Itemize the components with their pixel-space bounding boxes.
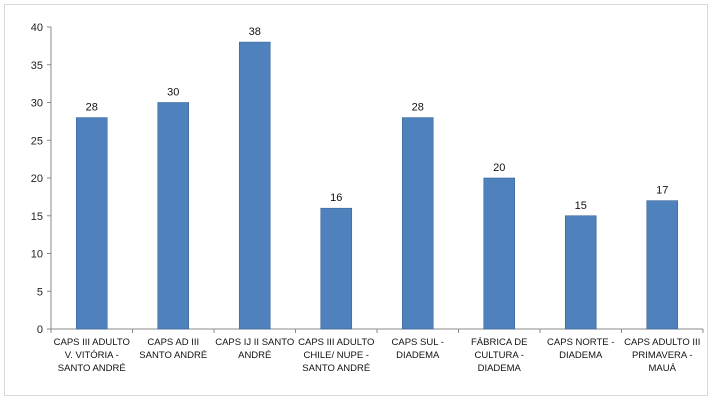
x-tick-label-line: CAPS SUL - [392,337,444,348]
x-tick-label-line: CAPS III ADULTO [54,337,130,348]
bar [646,200,679,330]
data-label: 28 [86,102,98,114]
bar [320,207,353,330]
data-label: 38 [249,26,261,38]
y-tick-label: 20 [31,173,43,185]
data-label: 30 [167,87,179,99]
x-tick-label: CAPS ADULTO III PRIMAVERA - MAUÁ [624,337,700,374]
bar [238,41,271,330]
x-tick-label-line: CAPS AD III [147,337,199,348]
x-tick-label: CAPS III ADULTO CHILE/ NUPE - SANTO ANDRÉ [298,337,374,374]
y-tick-label: 30 [31,98,43,110]
x-tick-label-line: ANDRÉ [238,350,271,361]
x-tick-label-line: CULTURA - [475,350,524,361]
x-tick-label-line: SANTO ANDRÉ [139,350,207,361]
x-tick-label-line: SANTO ANDRÉ [58,363,126,374]
x-tick-label-line: PRIMAVERA - [632,350,693,361]
x-tick-label-line: DIADEMA [478,363,522,374]
x-tick-label-line: DIADEMA [559,350,603,361]
y-tick-label: 25 [31,135,43,147]
x-tick-label-line: V. VITÓRIA - [65,350,119,361]
x-tick-label: FÁBRICA DE CULTURA - DIADEMA [471,337,528,374]
x-tick-label: CAPS NORTE - DIADEMA [547,337,614,361]
y-tick-label: 10 [31,249,43,261]
x-tick-label-line: CHILE/ NUPE - [304,350,369,361]
chart-frame: 0 5 10 15 20 25 30 35 40 28 CAPS III ADULTO V. VITÓ… [4,4,708,396]
x-tick-label-line: DIADEMA [396,350,440,361]
x-tick-label-line: CAPS NORTE - [547,337,614,348]
data-label: 20 [493,162,505,174]
x-tick-label: CAPS AD III SANTO ANDRÉ [139,337,207,361]
y-tick-label: 40 [31,22,43,34]
x-tick-label-line: CAPS IJ II SANTO [215,337,294,348]
bar [157,102,190,330]
bar [401,117,434,330]
data-label: 17 [656,185,668,197]
bar [483,177,516,330]
data-label: 15 [575,200,587,212]
x-tick-label-line: CAPS III ADULTO [298,337,374,348]
data-label: 16 [330,192,342,204]
x-tick-label-line: CAPS ADULTO III [624,337,700,348]
y-tick-label: 35 [31,60,43,72]
y-tick-label: 15 [31,211,43,223]
y-tick-label: 5 [37,286,43,298]
x-tick-label: CAPS SUL - DIADEMA [392,337,444,361]
x-tick-label: CAPS III ADULTO V. VITÓRIA - SANTO ANDRÉ [54,337,130,374]
bar [75,117,108,330]
x-tick-label: CAPS IJ II SANTO ANDRÉ [215,337,294,361]
bar [564,215,597,330]
x-tick-label-line: SANTO ANDRÉ [302,363,370,374]
x-tick-label-line: MAUÁ [649,363,677,374]
bar-chart: 0 5 10 15 20 25 30 35 40 28 CAPS III ADULTO V. VITÓ… [31,22,704,374]
data-label: 28 [412,102,424,114]
y-tick-label: 0 [37,324,43,336]
x-tick-label-line: FÁBRICA DE [471,337,528,348]
